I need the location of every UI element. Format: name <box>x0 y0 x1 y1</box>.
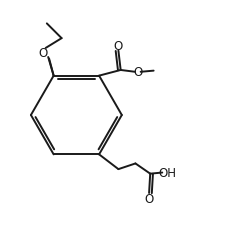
Text: O: O <box>113 40 123 53</box>
Text: OH: OH <box>158 166 176 179</box>
Text: O: O <box>133 66 142 79</box>
Text: O: O <box>38 46 47 59</box>
Text: O: O <box>144 192 153 205</box>
